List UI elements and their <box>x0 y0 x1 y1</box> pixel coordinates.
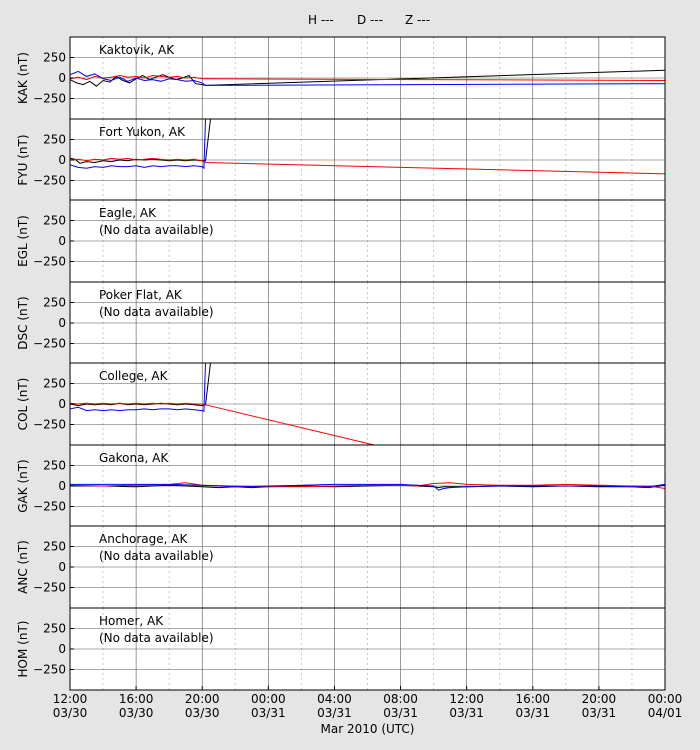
y-tick-label: 0 <box>58 71 66 85</box>
x-tick-date: 03/31 <box>317 706 352 720</box>
x-tick-time: 20:00 <box>185 692 220 706</box>
grid <box>70 608 665 690</box>
y-tick-label: 0 <box>58 397 66 411</box>
x-tick-time: 12:00 <box>53 692 88 706</box>
y-tick-label: 0 <box>58 560 66 574</box>
x-tick-time: 08:00 <box>383 692 418 706</box>
y-tick-label: −250 <box>33 255 66 269</box>
x-tick-time: 00:00 <box>648 692 683 706</box>
y-axis-label: GAK (nT) <box>16 459 30 513</box>
y-tick-label: −250 <box>33 581 66 595</box>
x-axis-title: Mar 2010 (UTC) <box>321 722 415 736</box>
y-tick-label: 250 <box>43 296 66 310</box>
station-name: Gakona, AK <box>99 451 169 465</box>
x-tick-date: 03/30 <box>185 706 220 720</box>
series-z <box>70 119 206 170</box>
x-tick-date: 03/31 <box>449 706 484 720</box>
y-tick-label: −250 <box>33 418 66 432</box>
y-tick-label: 0 <box>58 479 66 493</box>
y-tick-label: −250 <box>33 663 66 677</box>
x-tick-time: 16:00 <box>515 692 550 706</box>
y-tick-label: 0 <box>58 642 66 656</box>
y-tick-label: 0 <box>58 316 66 330</box>
y-tick-label: −250 <box>33 92 66 106</box>
y-axis-label: ANC (nT) <box>16 540 30 594</box>
y-tick-label: 0 <box>58 234 66 248</box>
y-axis-label: DSC (nT) <box>16 296 30 349</box>
x-axis: 12:0003/3016:0003/3020:0003/3000:0003/31… <box>53 686 683 736</box>
legend-item-d: D --- <box>357 13 383 27</box>
x-tick-date: 03/31 <box>251 706 286 720</box>
y-tick-label: −250 <box>33 500 66 514</box>
series-z <box>70 363 206 413</box>
station-name: Eagle, AK <box>99 206 157 220</box>
legend-item-z: Z --- <box>405 13 430 27</box>
x-tick-time: 12:00 <box>449 692 484 706</box>
station-name: Fort Yukon, AK <box>99 125 186 139</box>
x-tick-time: 16:00 <box>119 692 154 706</box>
x-tick-date: 03/31 <box>515 706 550 720</box>
x-tick-date: 03/31 <box>383 706 418 720</box>
y-tick-label: 0 <box>58 153 66 167</box>
series-d <box>70 157 665 175</box>
y-tick-label: 250 <box>43 133 66 147</box>
x-tick-date: 03/30 <box>53 706 88 720</box>
grid <box>70 526 665 608</box>
station-name: Kaktovik, AK <box>99 43 175 57</box>
legend: H --- D --- Z --- <box>308 13 430 27</box>
y-tick-label: 250 <box>43 377 66 391</box>
y-axis-label: COL (nT) <box>16 378 30 431</box>
station-name: College, AK <box>99 369 169 383</box>
no-data-note: (No data available) <box>99 305 214 319</box>
no-data-note: (No data available) <box>99 549 214 563</box>
grid <box>70 200 665 282</box>
station-name: Homer, AK <box>99 614 164 628</box>
y-tick-label: −250 <box>33 174 66 188</box>
y-tick-label: 250 <box>43 622 66 636</box>
x-tick-date: 04/01 <box>648 706 683 720</box>
x-tick-time: 00:00 <box>251 692 286 706</box>
series-z <box>70 70 665 86</box>
x-tick-date: 03/31 <box>582 706 617 720</box>
series-z <box>70 483 665 491</box>
station-name: Anchorage, AK <box>99 532 188 546</box>
series-h <box>70 363 211 407</box>
series-d <box>70 74 665 81</box>
y-tick-label: 250 <box>43 51 66 65</box>
y-tick-label: −250 <box>33 337 66 351</box>
y-tick-label: 250 <box>43 214 66 228</box>
no-data-note: (No data available) <box>99 631 214 645</box>
y-tick-label: 250 <box>43 540 66 554</box>
y-axis-label: KAK (nT) <box>16 52 30 104</box>
no-data-note: (No data available) <box>99 223 214 237</box>
y-tick-label: 250 <box>43 459 66 473</box>
legend-item-h: H --- <box>308 13 334 27</box>
series-d <box>70 482 665 489</box>
station-name: Poker Flat, AK <box>99 288 183 302</box>
x-tick-date: 03/30 <box>119 706 154 720</box>
y-axis-label: HOM (nT) <box>16 621 30 678</box>
x-tick-time: 04:00 <box>317 692 352 706</box>
grid <box>70 282 665 364</box>
series-d <box>70 402 375 445</box>
y-axis-label: FYU (nT) <box>16 134 30 185</box>
y-axis-label: EGL (nT) <box>16 215 30 267</box>
x-tick-time: 20:00 <box>582 692 617 706</box>
series-h <box>70 69 665 87</box>
